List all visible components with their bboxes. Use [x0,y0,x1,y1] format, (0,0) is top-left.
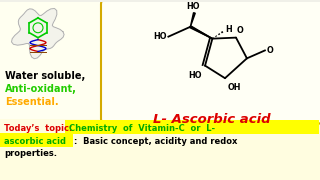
Text: O: O [267,46,274,55]
Text: Water soluble,: Water soluble, [5,71,85,81]
Text: ascorbic acid: ascorbic acid [4,136,66,145]
Text: Anti-oxidant,: Anti-oxidant, [5,84,77,94]
FancyBboxPatch shape [101,0,320,124]
FancyBboxPatch shape [0,2,108,119]
Text: Today’s  topic:: Today’s topic: [4,124,75,133]
Text: properties.: properties. [4,149,57,158]
FancyBboxPatch shape [0,119,320,180]
Polygon shape [12,8,64,59]
Text: :  Basic concept, acidity and redox: : Basic concept, acidity and redox [74,136,237,145]
Text: L- Ascorbic acid: L- Ascorbic acid [153,113,271,126]
Text: HO: HO [153,32,166,41]
Text: Chemistry  of  Vitamin-C  or  L-: Chemistry of Vitamin-C or L- [69,124,215,133]
Polygon shape [190,26,212,39]
Text: O: O [237,26,244,35]
Text: HO: HO [188,71,202,80]
Polygon shape [190,13,195,27]
Text: H: H [225,25,232,34]
Text: HO: HO [187,2,200,11]
FancyBboxPatch shape [65,120,318,134]
Text: OH: OH [228,83,242,92]
FancyBboxPatch shape [0,133,73,147]
Text: Essential.: Essential. [5,97,59,107]
